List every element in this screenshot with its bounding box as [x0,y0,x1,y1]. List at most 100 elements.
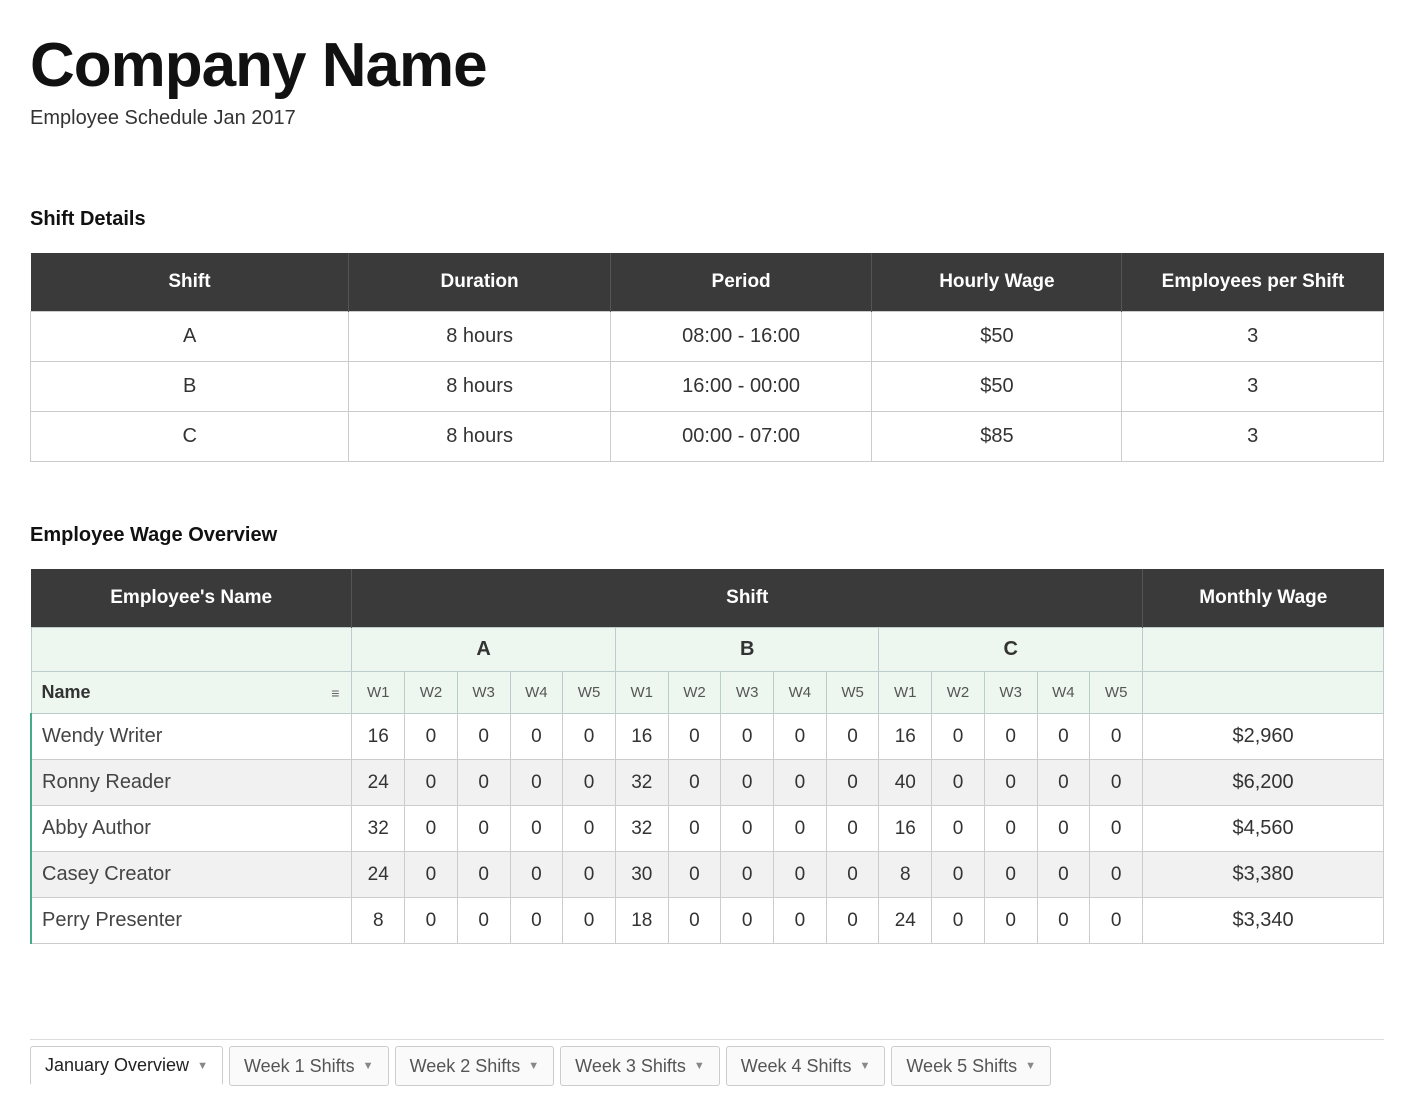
hours-cell: 0 [1090,714,1143,760]
cell: 8 hours [349,362,611,412]
hours-cell: 0 [405,760,458,806]
hours-cell: 0 [826,898,879,944]
filter-icon[interactable]: ≡ [331,685,339,701]
cell: $50 [872,362,1122,412]
hours-cell: 0 [1037,714,1090,760]
wage-overview-table: Employee's Name Shift Monthly Wage A B C… [30,569,1384,944]
cell: 3 [1122,362,1384,412]
hours-cell: 0 [457,806,510,852]
table-row: Ronny Reader240000320000400000$6,200 [31,760,1384,806]
hours-cell: 24 [352,852,405,898]
employee-name: Perry Presenter [31,898,352,944]
chevron-down-icon[interactable]: ▼ [860,1060,871,1072]
week-label: W3 [721,672,774,714]
hours-cell: 0 [457,852,510,898]
hours-cell: 0 [405,852,458,898]
hours-cell: 0 [668,898,721,944]
hours-cell: 0 [563,898,616,944]
hours-cell: 0 [826,714,879,760]
hours-cell: 0 [405,714,458,760]
cell: A [31,312,349,362]
employee-name: Abby Author [31,806,352,852]
hours-cell: 0 [984,898,1037,944]
cell: 8 hours [349,312,611,362]
table-row: C8 hours00:00 - 07:00$853 [31,412,1384,462]
hours-cell: 0 [984,852,1037,898]
hours-cell: 0 [1090,806,1143,852]
monthly-wage: $4,560 [1143,806,1384,852]
hours-cell: 8 [352,898,405,944]
hours-cell: 0 [826,760,879,806]
col-shift: Shift [31,253,349,312]
hours-cell: 0 [563,806,616,852]
table-row: Perry Presenter80000180000240000$3,340 [31,898,1384,944]
hours-cell: 0 [721,898,774,944]
hours-cell: 0 [774,760,827,806]
cell: B [31,362,349,412]
hours-cell: 16 [352,714,405,760]
hours-cell: 16 [615,714,668,760]
table-row: Abby Author320000320000160000$4,560 [31,806,1384,852]
chevron-down-icon[interactable]: ▼ [528,1060,539,1072]
hours-cell: 0 [932,760,985,806]
chevron-down-icon[interactable]: ▼ [363,1060,374,1072]
hours-cell: 32 [352,806,405,852]
cell: 3 [1122,312,1384,362]
sheet-tab[interactable]: January Overview ▼ [30,1046,223,1086]
hours-cell: 0 [826,852,879,898]
cell: C [31,412,349,462]
hours-cell: 24 [352,760,405,806]
name-column-label[interactable]: Name≡ [31,672,352,714]
col-emp: Employees per Shift [1122,253,1384,312]
chevron-down-icon[interactable]: ▼ [197,1060,208,1072]
chevron-down-icon[interactable]: ▼ [1025,1060,1036,1072]
hours-cell: 0 [984,714,1037,760]
hours-cell: 0 [405,898,458,944]
blank [1143,672,1384,714]
hours-cell: 0 [510,714,563,760]
hours-cell: 30 [615,852,668,898]
hours-cell: 0 [774,898,827,944]
week-label: W4 [510,672,563,714]
week-label: W1 [879,672,932,714]
hours-cell: 0 [932,898,985,944]
sheet-tab[interactable]: Week 1 Shifts▼ [229,1046,389,1086]
week-label: W5 [1090,672,1143,714]
hours-cell: 0 [668,760,721,806]
sheet-tab[interactable]: Week 2 Shifts▼ [395,1046,555,1086]
hours-cell: 0 [668,806,721,852]
shift-details-title: Shift Details [30,208,1384,231]
hours-cell: 0 [721,806,774,852]
hours-cell: 0 [1037,806,1090,852]
hours-cell: 0 [510,898,563,944]
sheet-tab[interactable]: Week 5 Shifts ▼ [891,1046,1051,1086]
hours-cell: 0 [721,714,774,760]
hours-cell: 24 [879,898,932,944]
week-label: W4 [774,672,827,714]
hours-cell: 0 [457,714,510,760]
cell: 08:00 - 16:00 [610,312,872,362]
tab-label: January Overview [45,1055,189,1076]
hours-cell: 0 [563,852,616,898]
hours-cell: 0 [774,714,827,760]
col-hourly: Hourly Wage [872,253,1122,312]
week-label: W2 [405,672,458,714]
hours-cell: 0 [1090,898,1143,944]
hours-cell: 0 [774,806,827,852]
hours-cell: 0 [826,806,879,852]
hours-cell: 0 [1090,760,1143,806]
tab-label: Week 5 Shifts [906,1056,1017,1077]
employee-name: Wendy Writer [31,714,352,760]
hours-cell: 0 [774,852,827,898]
hours-cell: 16 [879,806,932,852]
hours-cell: 0 [510,760,563,806]
chevron-down-icon[interactable]: ▼ [694,1060,705,1072]
sheet-tab[interactable]: Week 4 Shifts▼ [726,1046,886,1086]
sheet-tab[interactable]: Week 3 Shifts▼ [560,1046,720,1086]
monthly-wage: $2,960 [1143,714,1384,760]
week-label: W5 [563,672,616,714]
hours-cell: 0 [984,760,1037,806]
col-shift-group: Shift [352,569,1143,628]
col-duration: Duration [349,253,611,312]
week-label: W2 [932,672,985,714]
